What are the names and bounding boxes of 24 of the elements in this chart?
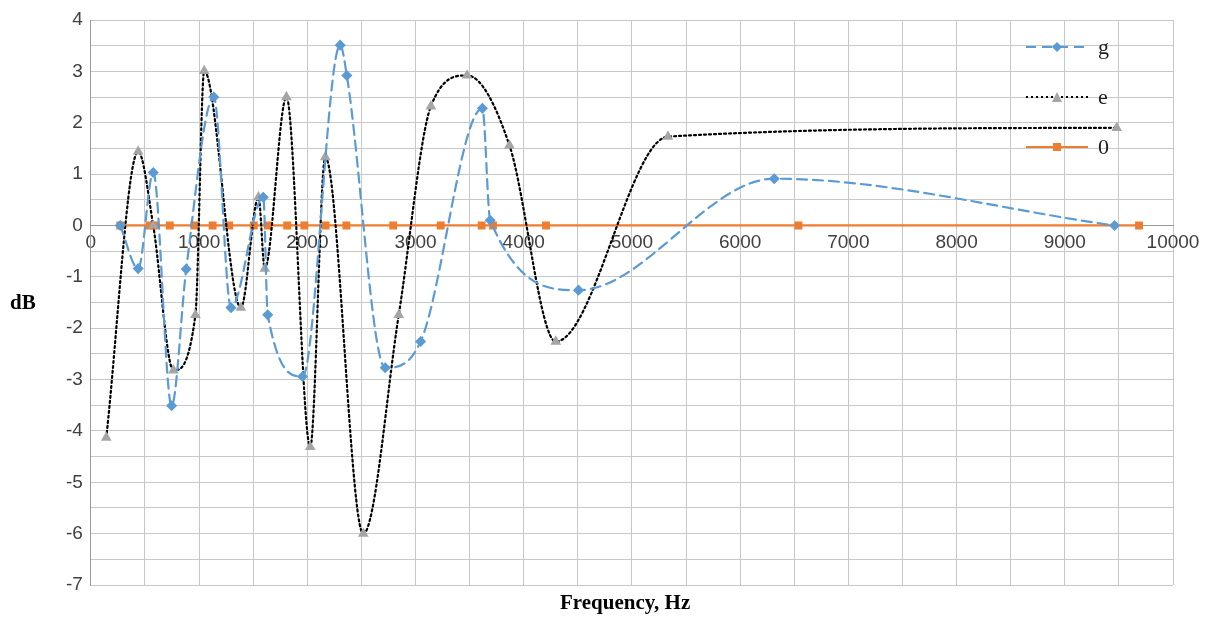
x-axis-title: Frequency, Hz [560, 590, 691, 615]
y-tick-label: 4 [72, 8, 84, 30]
x-tick-label: 8000 [935, 231, 978, 253]
y-tick-label: -5 [65, 470, 83, 492]
legend-label: g [1098, 34, 1109, 60]
y-tick-label: -2 [65, 316, 83, 338]
x-tick-label: 6000 [719, 231, 762, 253]
legend-label: e [1098, 84, 1108, 110]
y-tick-label: 2 [72, 110, 83, 132]
y-tick-label: 3 [72, 59, 83, 81]
y-tick-label: 1 [72, 162, 83, 184]
x-tick-label: 3000 [394, 231, 437, 253]
y-tick-label: -1 [65, 265, 83, 287]
y-tick-label: -3 [65, 367, 83, 389]
y-tick-label: -4 [65, 419, 84, 441]
legend-label: 0 [1098, 134, 1109, 160]
x-tick-label: 7000 [827, 231, 870, 253]
y-tick-label: -6 [65, 521, 83, 543]
x-tick-label: 9000 [1043, 231, 1086, 253]
y-tick-label: 0 [72, 213, 83, 235]
x-tick-label: 10000 [1146, 231, 1200, 253]
y-tick-label: -7 [65, 573, 83, 595]
y-axis-title: dB [10, 290, 36, 315]
x-tick-label: 5000 [610, 231, 654, 253]
